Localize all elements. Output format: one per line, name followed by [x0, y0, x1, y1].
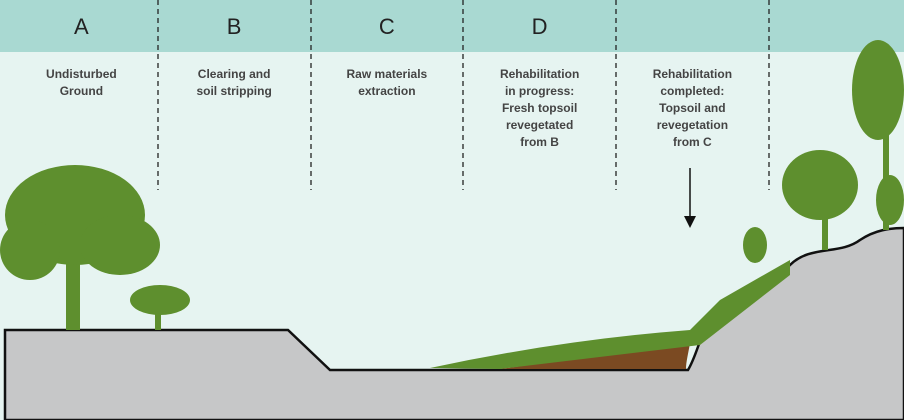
stage-description: Clearing and	[198, 67, 271, 81]
dividers	[157, 0, 770, 190]
stage-description: revegetated	[506, 118, 573, 132]
stage-description: Fresh topsoil	[502, 101, 577, 115]
stage-letter: D	[532, 14, 548, 39]
stage-letter: B	[227, 14, 242, 39]
stage-description: completed:	[660, 84, 724, 98]
stage-description: from C	[673, 135, 712, 149]
stage-description: Undisturbed	[46, 67, 117, 81]
stage-letter: A	[74, 14, 89, 39]
arrow	[684, 168, 696, 228]
stage-letter: C	[379, 14, 395, 39]
stage-description: in progress:	[505, 84, 574, 98]
stage-description: soil stripping	[196, 84, 271, 98]
stage-description: Ground	[60, 84, 103, 98]
stage-description: Raw materials	[347, 67, 428, 81]
stage-description: Rehabilitation	[653, 67, 732, 81]
header-band	[0, 0, 904, 52]
vegetation	[0, 40, 904, 369]
stage-description: Topsoil and	[659, 101, 725, 115]
stage-description: extraction	[358, 84, 415, 98]
stage-description: revegetation	[657, 118, 728, 132]
stage-description: from B	[520, 135, 559, 149]
stage-description: Rehabilitation	[500, 67, 579, 81]
